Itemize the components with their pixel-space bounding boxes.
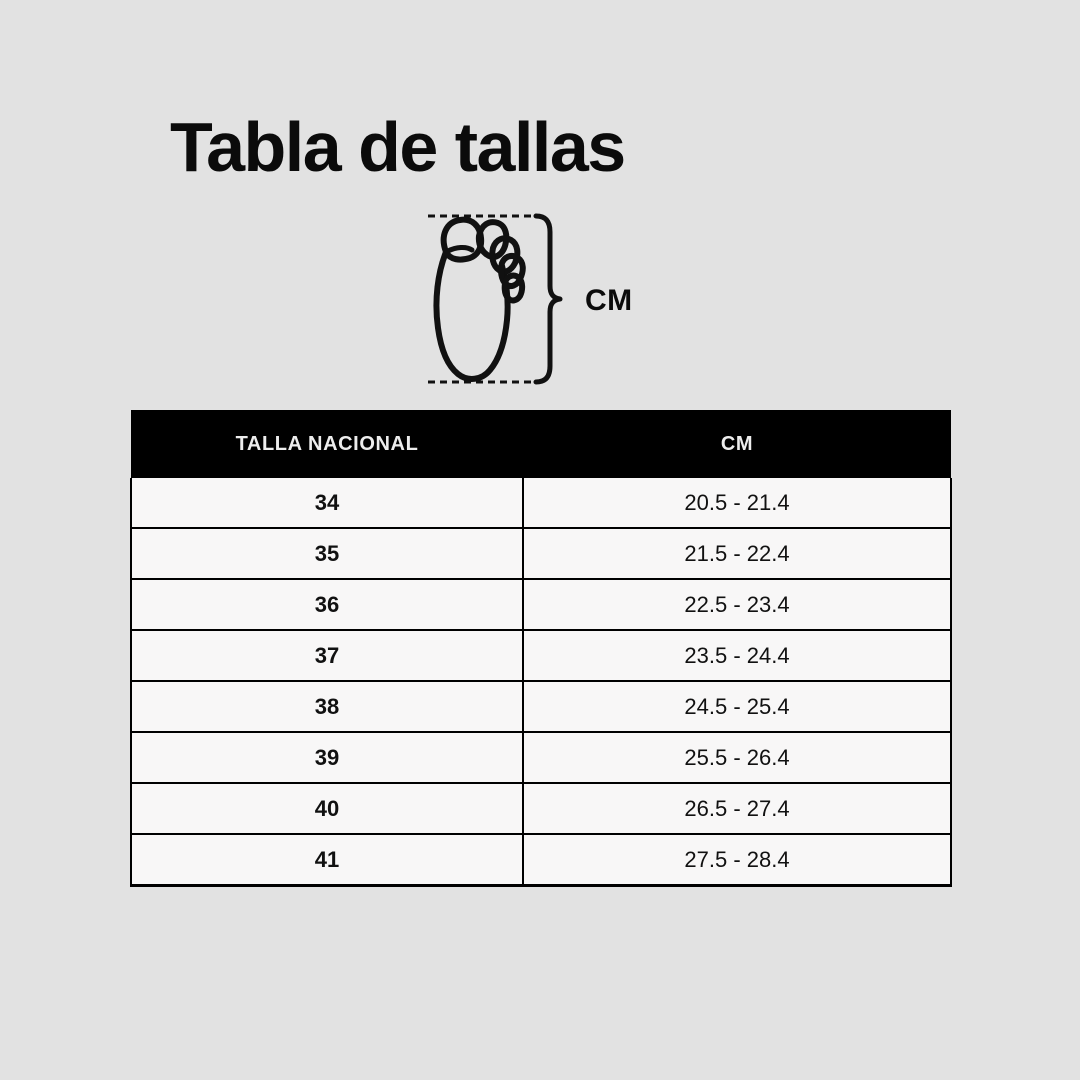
cell-cm: 20.5 - 21.4 [523,478,952,529]
cell-size: 41 [130,834,524,887]
cell-size: 36 [130,579,524,631]
table-row: 38 24.5 - 25.4 [130,681,952,733]
cell-size: 35 [130,528,524,580]
cell-cm: 21.5 - 22.4 [523,528,952,580]
cell-size: 39 [130,732,524,784]
cell-cm: 23.5 - 24.4 [523,630,952,682]
size-chart-table: TALLA NACIONAL CM 34 20.5 - 21.4 35 21.5… [130,410,952,887]
cell-size: 34 [130,478,524,529]
cell-size: 40 [130,783,524,835]
cell-cm: 22.5 - 23.4 [523,579,952,631]
table-header-row: TALLA NACIONAL CM [131,410,951,478]
page-title: Tabla de tallas [170,108,626,186]
table-row: 40 26.5 - 27.4 [130,783,952,835]
table-row: 34 20.5 - 21.4 [130,478,952,529]
foot-sole-outline-icon [433,216,526,382]
table-row: 35 21.5 - 22.4 [130,528,952,580]
curly-brace-icon [533,213,563,385]
table-row: 36 22.5 - 23.4 [130,579,952,631]
cell-cm: 26.5 - 27.4 [523,783,952,835]
foot-measurement-diagram [410,200,670,400]
cell-size: 38 [130,681,524,733]
cell-cm: 27.5 - 28.4 [523,834,952,887]
cell-cm: 25.5 - 26.4 [523,732,952,784]
table-row: 37 23.5 - 24.4 [130,630,952,682]
table-row: 41 27.5 - 28.4 [130,834,952,887]
cm-measure-label: CM [585,284,633,317]
table-row: 39 25.5 - 26.4 [130,732,952,784]
cell-size: 37 [130,630,524,682]
cell-cm: 24.5 - 25.4 [523,681,952,733]
column-header-talla-nacional: TALLA NACIONAL [131,410,523,478]
column-header-cm: CM [523,410,951,478]
